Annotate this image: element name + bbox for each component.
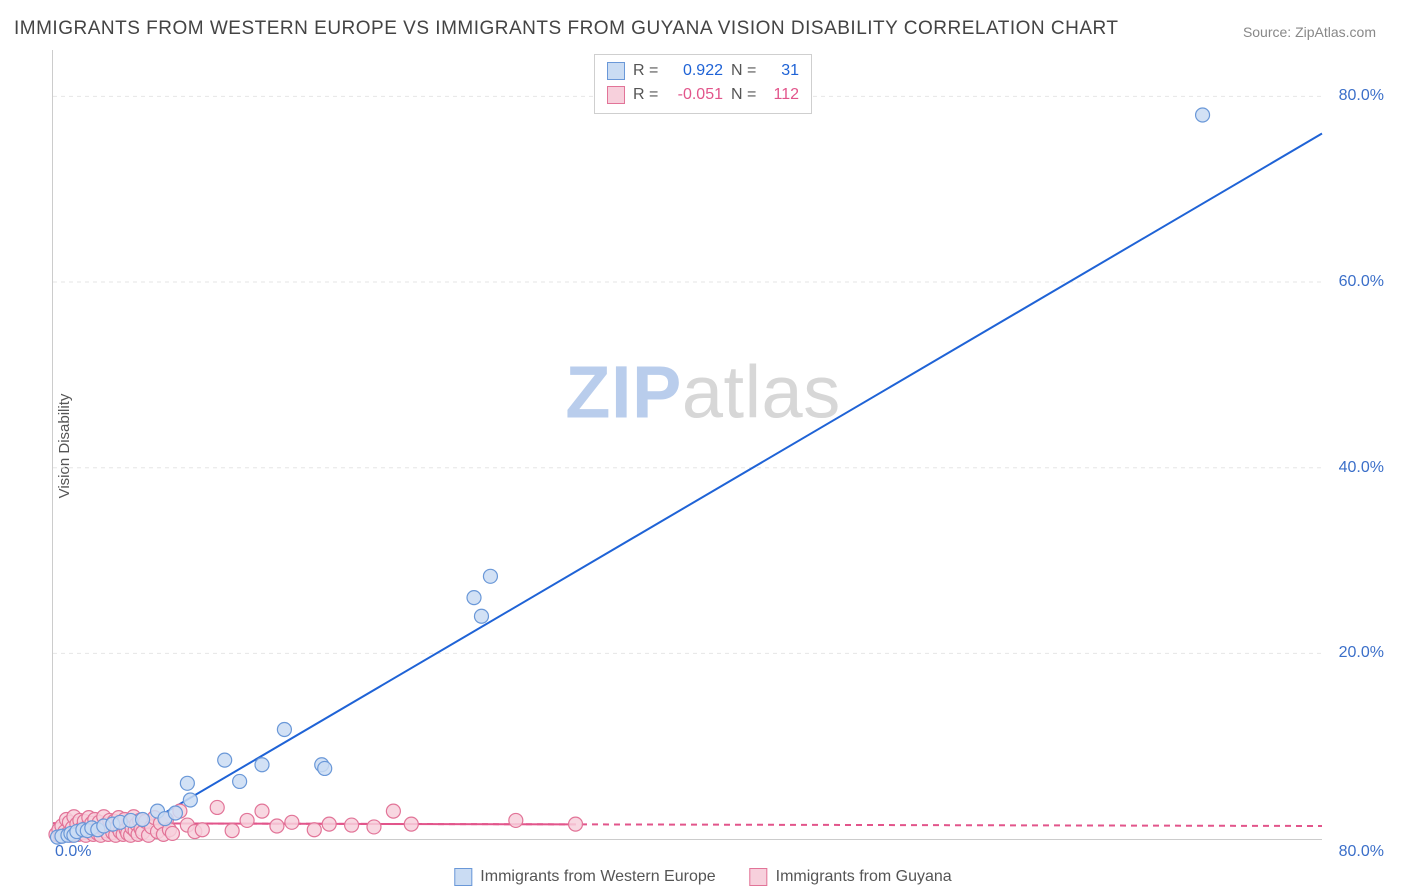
legend-label-series-a: Immigrants from Western Europe [480, 868, 715, 886]
legend: Immigrants from Western Europe Immigrant… [454, 868, 951, 886]
x-axis-max-label: 80.0% [1339, 843, 1384, 861]
legend-swatch-series-a [454, 868, 472, 886]
chart-title: IMMIGRANTS FROM WESTERN EUROPE VS IMMIGR… [14, 18, 1118, 40]
y-tick-label: 40.0% [1339, 459, 1384, 477]
source-attribution: Source: ZipAtlas.com [1243, 24, 1376, 40]
n-label: N = [731, 59, 757, 83]
legend-swatch-series-b [750, 868, 768, 886]
n-label: N = [731, 83, 757, 107]
stats-row-series-a: R = 0.922 N = 31 [607, 59, 799, 83]
y-tick-label: 80.0% [1339, 87, 1384, 105]
plot-area: 0.0% 80.0% 20.0%40.0%60.0%80.0% [52, 50, 1322, 840]
chart-svg [53, 50, 1322, 839]
y-tick-label: 60.0% [1339, 273, 1384, 291]
legend-item-series-b: Immigrants from Guyana [750, 868, 952, 886]
r-value-series-a: 0.922 [667, 59, 723, 83]
legend-label-series-b: Immigrants from Guyana [776, 868, 952, 886]
x-axis-min-label: 0.0% [55, 843, 91, 861]
y-tick-label: 20.0% [1339, 644, 1384, 662]
correlation-stats-box: R = 0.922 N = 31 R = -0.051 N = 112 [594, 54, 812, 114]
swatch-series-a [607, 62, 625, 80]
n-value-series-a: 31 [765, 59, 799, 83]
stats-row-series-b: R = -0.051 N = 112 [607, 83, 799, 107]
swatch-series-b [607, 86, 625, 104]
legend-item-series-a: Immigrants from Western Europe [454, 868, 715, 886]
r-label: R = [633, 59, 659, 83]
r-value-series-b: -0.051 [667, 83, 723, 107]
r-label: R = [633, 83, 659, 107]
n-value-series-b: 112 [765, 83, 799, 107]
